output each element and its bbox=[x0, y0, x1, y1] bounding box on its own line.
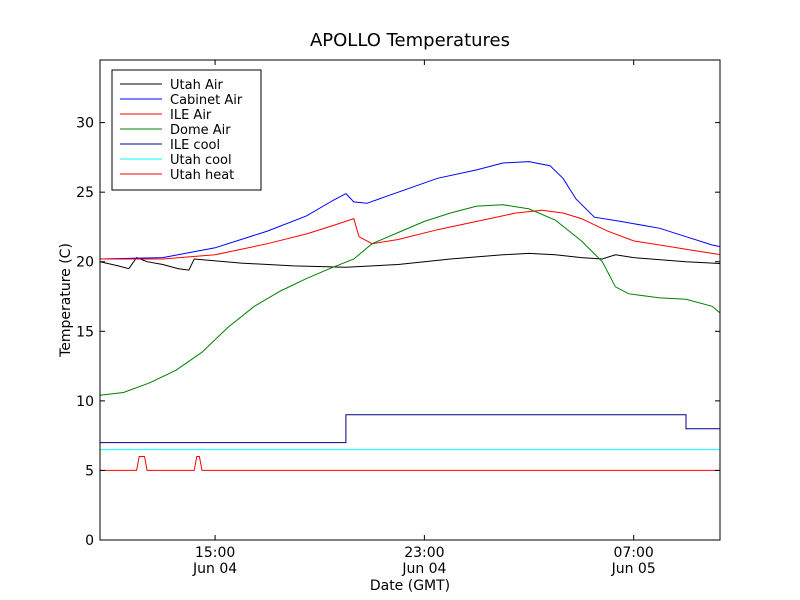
x-tick-label-date: Jun 05 bbox=[611, 561, 656, 577]
series-layer bbox=[100, 161, 720, 471]
legend-label: Cabinet Air bbox=[170, 93, 243, 108]
x-tick-label-date: Jun 04 bbox=[192, 561, 237, 577]
plot-frame bbox=[99, 59, 721, 541]
legend-label: Utah Air bbox=[170, 78, 223, 93]
y-tick-label: 0 bbox=[85, 533, 94, 549]
chart-title: APOLLO Temperatures bbox=[310, 30, 510, 51]
series-line-utah-heat bbox=[100, 456, 720, 471]
series-line-dome-air bbox=[100, 204, 720, 396]
series-line-ile-air bbox=[100, 209, 720, 260]
x-axis-label: Date (GMT) bbox=[370, 578, 450, 594]
series-line-cabinet-air bbox=[100, 161, 720, 260]
legend-box bbox=[111, 69, 262, 191]
x-tick-label-time: 15:00 bbox=[195, 545, 235, 561]
y-tick-label: 20 bbox=[76, 255, 94, 271]
legend-label: Utah cool bbox=[170, 153, 232, 168]
legend-label: Dome Air bbox=[170, 123, 231, 138]
legend-label: Utah heat bbox=[170, 168, 234, 183]
y-tick-label: 30 bbox=[76, 116, 94, 132]
y-axis-label: Temperature (C) bbox=[58, 243, 74, 358]
series-line-utah-air bbox=[100, 252, 720, 271]
y-tick-label: 10 bbox=[76, 394, 94, 410]
legend-label: ILE cool bbox=[170, 138, 220, 153]
y-tick-label: 15 bbox=[76, 324, 94, 340]
x-tick-label-date: Jun 04 bbox=[401, 561, 446, 577]
legend-label: ILE Air bbox=[170, 108, 212, 123]
y-axis: 0 5 10 15 20 25 30 bbox=[76, 116, 720, 549]
x-tick-label-time: 23:00 bbox=[404, 545, 444, 561]
y-tick-label: 5 bbox=[85, 463, 94, 479]
x-tick-label-time: 07:00 bbox=[613, 545, 653, 561]
series-line-ile-cool bbox=[100, 414, 720, 444]
y-tick-label: 25 bbox=[76, 185, 94, 201]
